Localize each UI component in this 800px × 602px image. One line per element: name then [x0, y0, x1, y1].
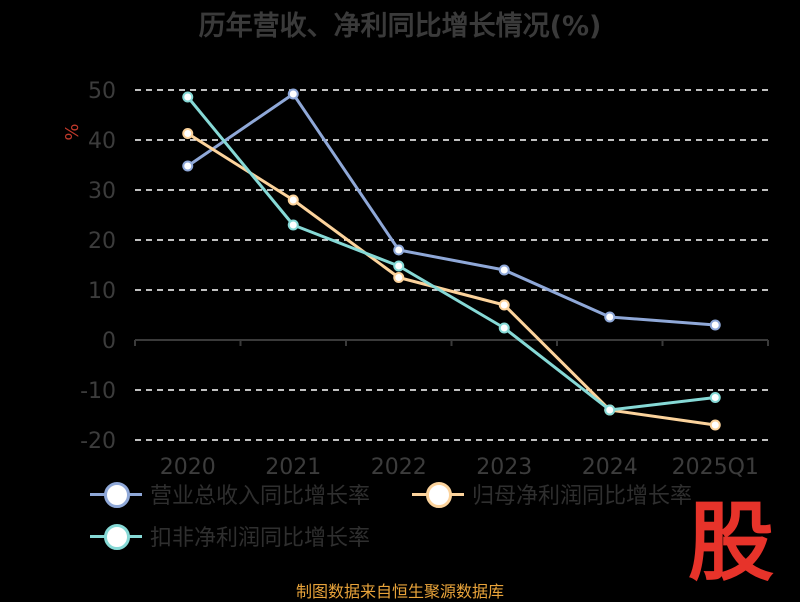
data-point-2	[393, 260, 405, 272]
data-point-0	[498, 264, 510, 276]
y-tick-label: 10	[88, 279, 116, 304]
legend-marker-net-profit	[412, 478, 464, 510]
data-point-2	[182, 91, 194, 103]
legend-label-deducted-profit: 扣非净利润同比增长率	[150, 526, 371, 551]
legend-marker-deducted-profit	[90, 520, 142, 552]
x-tick-label: 2022	[371, 455, 427, 480]
legend-label-net-profit: 归母净利润同比增长率	[472, 484, 693, 509]
data-point-2	[287, 219, 299, 231]
legend-item-revenue[interactable]: 营业总收入同比增长率	[90, 478, 370, 510]
y-tick-label: 40	[88, 129, 116, 154]
data-point-2	[604, 404, 616, 416]
y-tick-label: 20	[88, 229, 116, 254]
y-axis-label: %	[62, 123, 83, 140]
series-line-1	[186, 132, 716, 427]
data-point-2	[709, 392, 721, 403]
data-point-0	[604, 311, 616, 323]
x-tick-label: 2024	[582, 455, 638, 480]
x-tick-label: 2023	[476, 455, 532, 480]
legend-item-net-profit[interactable]: 归母净利润同比增长率	[412, 478, 692, 510]
x-tick-label: 2025Q1	[672, 455, 759, 480]
chart-title: 历年营收、净利同比增长情况(%)	[198, 11, 602, 42]
data-point-1	[498, 299, 510, 311]
legend-label-revenue: 营业总收入同比增长率	[150, 484, 371, 509]
x-tick-label: 2021	[265, 455, 321, 480]
y-tick-label: -10	[80, 379, 116, 404]
legend-marker-revenue	[90, 478, 142, 510]
series-line-2	[186, 96, 716, 412]
y-tick-label: 30	[88, 179, 116, 204]
data-point-0	[182, 160, 194, 172]
x-tick-label: 2020	[160, 455, 216, 480]
legend-item-deducted-profit[interactable]: 扣非净利润同比增长率	[90, 520, 370, 552]
y-tick-label: -20	[80, 429, 116, 454]
data-point-0	[287, 88, 299, 100]
y-tick-label: 50	[88, 79, 116, 104]
data-point-1	[393, 272, 405, 283]
data-point-1	[182, 128, 194, 139]
data-point-0	[709, 319, 721, 331]
logo: 股	[688, 493, 774, 593]
data-point-2	[498, 322, 510, 334]
series-line-0	[186, 92, 716, 327]
data-point-0	[393, 244, 405, 256]
source-footer: 制图数据来自恒生聚源数据库	[295, 582, 504, 601]
y-tick-label: 0	[102, 329, 116, 354]
data-point-1	[287, 194, 299, 206]
data-point-1	[709, 419, 721, 431]
